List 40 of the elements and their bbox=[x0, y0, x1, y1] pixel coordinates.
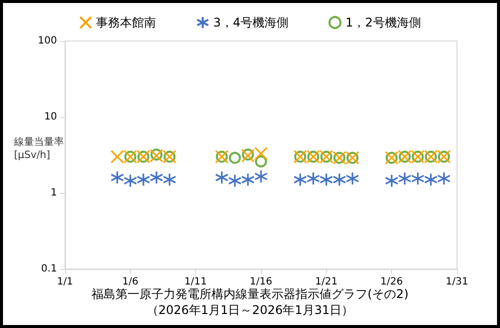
text: （2026年1月1日～2026年1月31日） bbox=[146, 303, 354, 317]
x-tick-label: 1/31 bbox=[446, 276, 468, 288]
legend-label: 1，2号機海側 bbox=[346, 16, 421, 30]
point bbox=[254, 146, 268, 160]
point bbox=[411, 172, 425, 186]
x-tick-label: 1/6 bbox=[122, 276, 138, 288]
x-tick-label: 1/16 bbox=[250, 276, 272, 288]
y-axis-title: 線量当量率 [μSv/h] bbox=[13, 136, 64, 161]
point bbox=[332, 172, 346, 186]
point bbox=[228, 174, 242, 188]
point bbox=[424, 172, 438, 186]
point bbox=[110, 170, 124, 184]
point bbox=[124, 174, 138, 188]
point bbox=[255, 155, 267, 168]
point bbox=[398, 172, 412, 186]
point bbox=[384, 174, 398, 188]
text: 福島第一原子力発電所構内線量表示器指示値グラフ(その2) bbox=[92, 287, 408, 301]
point bbox=[136, 172, 150, 186]
point bbox=[320, 172, 334, 186]
x-tick-label: 1/26 bbox=[380, 276, 403, 288]
point bbox=[346, 172, 360, 186]
x-tick-label: 1/1 bbox=[56, 276, 74, 288]
x-tick-label: 1/11 bbox=[184, 276, 207, 288]
point bbox=[293, 172, 307, 186]
legend-label: 3，4号機海側 bbox=[213, 16, 289, 30]
point bbox=[150, 170, 164, 184]
point bbox=[254, 170, 268, 184]
y-tick-label: 1 bbox=[50, 188, 57, 198]
point bbox=[306, 172, 320, 186]
legend-label: 事務本館南 bbox=[96, 16, 156, 30]
y-tick-label: 0.1 bbox=[41, 264, 57, 274]
point bbox=[162, 172, 176, 186]
point bbox=[241, 172, 255, 186]
point bbox=[215, 170, 229, 184]
y-tick-label: 100 bbox=[38, 36, 57, 46]
x-tick-label: 1/21 bbox=[315, 276, 338, 288]
y-tick-label: 10 bbox=[44, 112, 57, 122]
point bbox=[110, 150, 124, 164]
point bbox=[437, 172, 451, 186]
point bbox=[228, 152, 241, 164]
